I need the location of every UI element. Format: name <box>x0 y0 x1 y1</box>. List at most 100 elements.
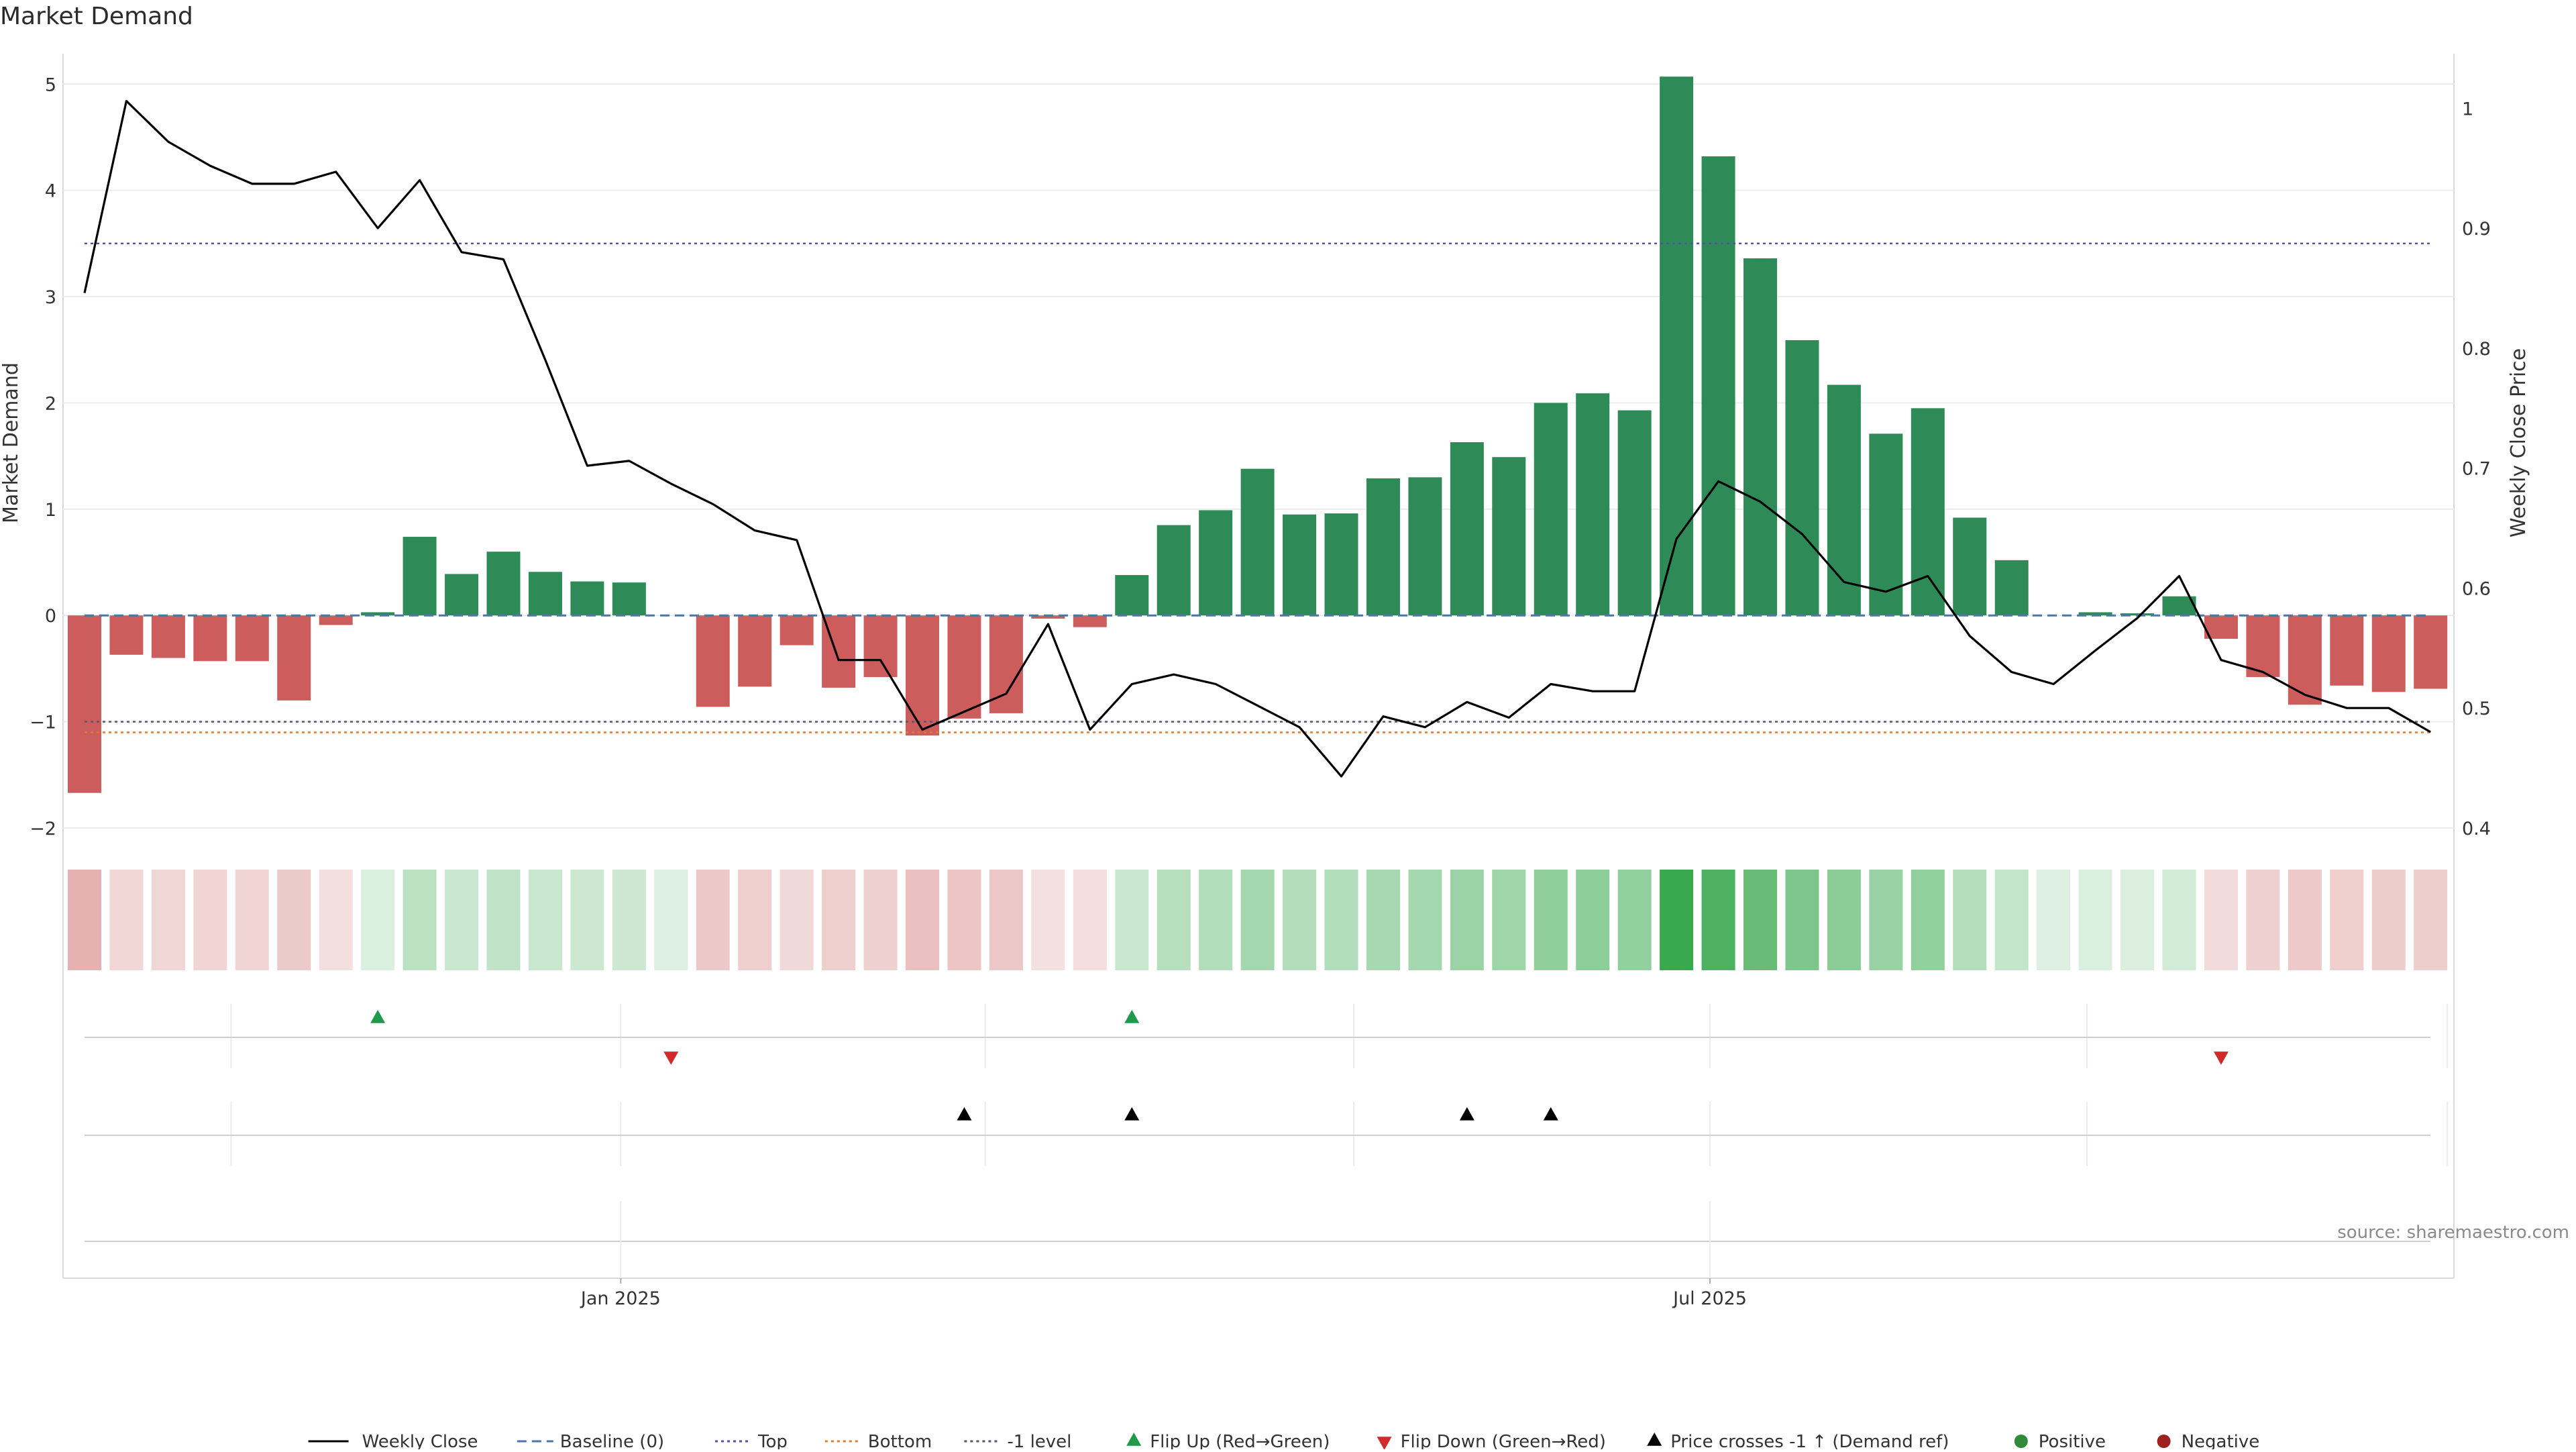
positive-demand-bar <box>1408 477 1442 616</box>
demand-heat-cell <box>1953 870 1987 970</box>
demand-heat-cell <box>906 870 939 970</box>
negative-demand-bar <box>2371 615 2406 692</box>
source-note: source: sharemaestro.com <box>2337 1223 2569 1243</box>
positive-demand-bar <box>361 612 395 616</box>
legend-label: Top <box>757 1432 788 1449</box>
positive-demand-bar <box>1366 478 1400 616</box>
demand-heat-cell <box>68 870 101 970</box>
positive-demand-bar <box>2078 612 2112 616</box>
demand-heat-cell <box>1283 870 1317 970</box>
demand-heat-cell <box>1157 870 1191 970</box>
demand-heat-cell <box>612 870 646 970</box>
legend-swatch-triangle-up <box>1647 1433 1662 1446</box>
demand-heat-cell <box>1869 870 1903 970</box>
demand-heat-cell <box>1492 870 1526 970</box>
demand-heat-cell <box>1408 870 1442 970</box>
demand-heat-cell <box>1240 870 1275 970</box>
positive-demand-bar <box>1157 525 1191 616</box>
demand-heat-cell <box>1324 870 1358 970</box>
demand-heat-cell <box>989 870 1023 970</box>
demand-heat-cell <box>486 870 521 970</box>
demand-heat-cell <box>2330 870 2364 970</box>
negative-demand-bar <box>1073 615 1107 627</box>
demand-heat-cell <box>2204 870 2238 970</box>
positive-demand-bar <box>445 574 479 616</box>
positive-demand-bar <box>1534 403 1568 616</box>
demand-heat-cell <box>361 870 395 970</box>
legend-label: Weekly Close <box>362 1432 478 1449</box>
demand-heat-cell <box>1701 870 1735 970</box>
legend-label: Positive <box>2039 1432 2106 1449</box>
negative-demand-bar <box>235 615 269 662</box>
price-cross-marker <box>1543 1107 1558 1121</box>
y-tick-label: −1 <box>30 713 56 733</box>
demand-heat-cell <box>1576 870 1610 970</box>
demand-heat-cell <box>1073 870 1107 970</box>
negative-demand-bar <box>2330 615 2364 686</box>
demand-heat-cell <box>1366 870 1400 970</box>
legend-swatch-circle <box>2157 1435 2171 1448</box>
positive-demand-bar <box>1576 393 1610 616</box>
positive-demand-bar <box>1199 510 1233 616</box>
negative-demand-bar <box>277 615 311 701</box>
demand-heat-cell <box>1031 870 1065 970</box>
demand-heat-cell <box>780 870 814 970</box>
demand-heat-cell <box>109 870 144 970</box>
x-tick-label: Jan 2025 <box>580 1288 661 1309</box>
negative-demand-bar <box>863 615 898 678</box>
positive-demand-bar <box>1701 156 1735 616</box>
y2-tick-label: 0.4 <box>2462 819 2491 839</box>
demand-heat-cell <box>1617 870 1652 970</box>
demand-heat-cell <box>863 870 898 970</box>
negative-demand-bar <box>947 615 981 719</box>
negative-demand-bar <box>151 615 185 658</box>
flip-down-marker <box>2213 1051 2229 1065</box>
legend-label: Bottom <box>868 1432 932 1449</box>
flip-down-marker <box>663 1051 679 1065</box>
demand-heat-cell <box>1785 870 1819 970</box>
demand-heat-cell <box>1534 870 1568 970</box>
y-tick-label: 1 <box>45 500 56 521</box>
flip-up-marker <box>1124 1010 1140 1023</box>
demand-heat-cell <box>2246 870 2280 970</box>
demand-heat-cell <box>445 870 479 970</box>
demand-heat-cell <box>2288 870 2322 970</box>
y-tick-label: −2 <box>30 819 56 839</box>
positive-demand-bar <box>1450 442 1484 616</box>
negative-demand-bar <box>109 615 144 655</box>
y-axis-label: Market Demand <box>0 362 23 523</box>
positive-demand-bar <box>1617 410 1652 616</box>
weekly-close-line <box>83 99 2431 778</box>
negative-demand-bar <box>780 615 814 645</box>
demand-heat-cell <box>2414 870 2448 970</box>
flip-up-marker <box>370 1010 386 1023</box>
positive-demand-bar <box>1869 433 1903 616</box>
y2-tick-label: 0.9 <box>2462 219 2491 240</box>
negative-demand-bar <box>68 615 101 793</box>
demand-heat-cell <box>696 870 730 970</box>
demand-heat-cell <box>822 870 856 970</box>
demand-heat-cell <box>235 870 269 970</box>
positive-demand-bar <box>1953 517 1987 616</box>
legend-swatch-triangle-down <box>1377 1437 1392 1450</box>
positive-demand-bar <box>1492 457 1526 616</box>
positive-demand-bar <box>402 537 437 616</box>
price-cross-marker <box>1459 1107 1474 1121</box>
demand-heat-cell <box>1199 870 1233 970</box>
legend-label: Price crosses -1 ↑ (Demand ref) <box>1670 1432 1949 1449</box>
demand-heat-cell <box>1450 870 1484 970</box>
negative-demand-bar <box>2414 615 2448 689</box>
demand-heat-cell <box>2162 870 2196 970</box>
y2-tick-label: 1 <box>2462 99 2473 119</box>
negative-demand-bar <box>2204 615 2238 639</box>
negative-demand-bar <box>319 615 353 625</box>
chart-title: Market Demand <box>0 3 193 30</box>
demand-heat-cell <box>654 870 688 970</box>
demand-heat-cell <box>1115 870 1149 970</box>
y2-tick-label: 0.5 <box>2462 698 2491 719</box>
y-tick-label: 0 <box>45 606 56 627</box>
negative-demand-bar <box>738 615 772 687</box>
negative-demand-bar <box>906 615 939 736</box>
x-tick-label: Jul 2025 <box>1672 1288 1747 1309</box>
